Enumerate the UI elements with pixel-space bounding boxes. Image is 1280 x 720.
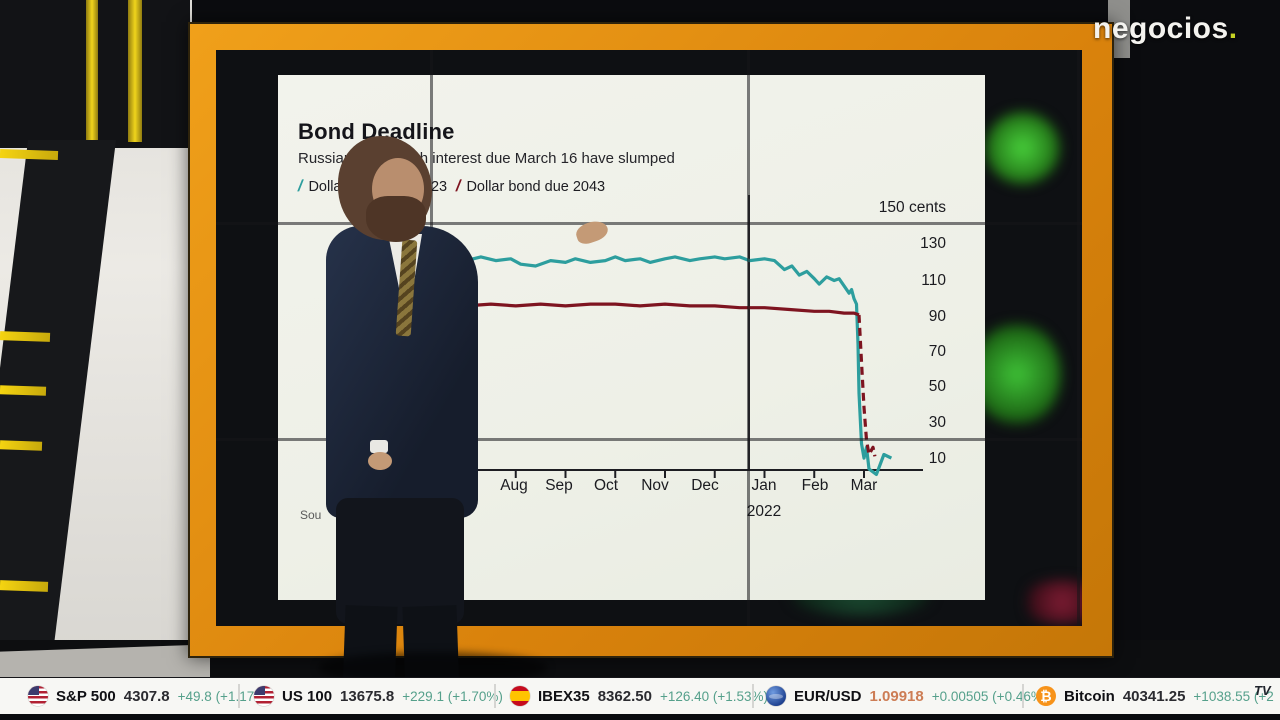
tv-watermark: TV bbox=[1254, 683, 1271, 698]
screen-green-blob bbox=[985, 112, 1060, 184]
ticker-symbol: IBEX35 bbox=[538, 687, 590, 705]
screen-green-blob bbox=[973, 322, 1061, 426]
ticker-item-eurusd: EUR/USD 1.09918 +0.00505 (+0.46%) bbox=[766, 678, 1047, 714]
ticker-symbol: S&P 500 bbox=[56, 687, 116, 705]
bezel-seam bbox=[747, 50, 750, 626]
us-flag-icon bbox=[28, 686, 48, 706]
channel-logo-dot: . bbox=[1228, 12, 1238, 45]
bezel-seam bbox=[216, 438, 1082, 441]
screen-red-blob bbox=[1022, 580, 1082, 624]
ticker-value: 1.09918 bbox=[869, 687, 924, 705]
spain-flag-icon bbox=[510, 686, 530, 706]
studio-light-bar bbox=[0, 440, 43, 451]
y-tick-150: 150 cents bbox=[878, 199, 946, 216]
ticker-change: +229.1 (+1.70%) bbox=[402, 688, 503, 704]
ticker-symbol: US 100 bbox=[282, 687, 333, 705]
y-tick-110: 110 bbox=[921, 272, 946, 289]
ticker-change: +126.40 (+1.53%) bbox=[659, 688, 769, 704]
us-flag-icon bbox=[254, 686, 274, 706]
x-tick-nov: Nov bbox=[641, 477, 669, 494]
market-ticker-bar: S&P 500 4307.8 +49.8 (+1.17%) US 100 136… bbox=[0, 677, 1280, 714]
presenter-beard bbox=[366, 196, 426, 242]
presenter-hand bbox=[368, 452, 392, 470]
bezel-seam bbox=[216, 222, 1082, 225]
ticker-item-sp500: S&P 500 4307.8 +49.8 (+1.17%) bbox=[28, 678, 271, 714]
ticker-separator bbox=[238, 684, 240, 708]
studio-light-bar bbox=[0, 580, 49, 592]
chart-source-text: Sou bbox=[300, 508, 322, 522]
ticker-separator bbox=[494, 684, 496, 708]
ticker-value: 8362.50 bbox=[597, 687, 652, 705]
ticker-value: 13675.8 bbox=[340, 687, 395, 705]
ticker-value: 4307.8 bbox=[123, 687, 170, 705]
studio-light-strip bbox=[128, 0, 142, 142]
bitcoin-icon: ₿ bbox=[1036, 686, 1056, 706]
presenter-cuff bbox=[370, 440, 388, 453]
x-tick-feb: Feb bbox=[801, 477, 829, 494]
y-tick-10: 10 bbox=[928, 450, 946, 467]
x-tick-aug: Aug bbox=[500, 477, 528, 494]
channel-logo: negocios. bbox=[1093, 12, 1238, 46]
ticker-change: +49.8 (+1.17%) bbox=[177, 688, 271, 704]
ticker-change: +0.00505 (+0.46%) bbox=[931, 688, 1048, 704]
x-tick-jan: Jan bbox=[751, 477, 777, 494]
x-year-label: 2022 bbox=[746, 503, 782, 520]
ticker-symbol: EUR/USD bbox=[794, 687, 862, 705]
ticker-item-bitcoin: ₿ Bitcoin 40341.25 +1038.55 (+2 bbox=[1036, 678, 1274, 714]
x-tick-mar: Mar bbox=[850, 477, 878, 494]
x-tick-dec: Dec bbox=[691, 477, 719, 494]
globe-icon bbox=[766, 686, 786, 706]
ticker-symbol: Bitcoin bbox=[1064, 687, 1115, 705]
studio-light-bar bbox=[0, 331, 51, 342]
presenter-hips bbox=[336, 498, 464, 624]
y-tick-90: 90 bbox=[928, 308, 946, 325]
y-tick-30: 30 bbox=[928, 414, 946, 431]
y-tick-50: 50 bbox=[928, 378, 946, 395]
ticker-item-us100: US 100 13675.8 +229.1 (+1.70%) bbox=[254, 678, 503, 714]
x-tick-sep: Sep bbox=[545, 477, 573, 494]
x-tick-oct: Oct bbox=[593, 477, 619, 494]
ticker-separator bbox=[1022, 684, 1024, 708]
ticker-item-ibex35: IBEX35 8362.50 +126.40 (+1.53%) bbox=[510, 678, 768, 714]
legend-label-2043: Dollar bond due 2043 bbox=[466, 179, 606, 195]
bezel-seam bbox=[1077, 50, 1080, 626]
channel-logo-text: negocios bbox=[1093, 12, 1229, 45]
y-tick-130: 130 bbox=[920, 235, 946, 252]
studio-light-strip bbox=[86, 0, 98, 142]
ticker-value: 40341.25 bbox=[1122, 687, 1186, 705]
y-tick-70: 70 bbox=[928, 343, 946, 360]
ticker-separator bbox=[752, 684, 754, 708]
ticker-change: +1038.55 (+2 bbox=[1193, 688, 1274, 704]
legend-item-2043: / Dollar bond due 2043 bbox=[454, 178, 606, 196]
studio-light-bar bbox=[0, 385, 47, 396]
